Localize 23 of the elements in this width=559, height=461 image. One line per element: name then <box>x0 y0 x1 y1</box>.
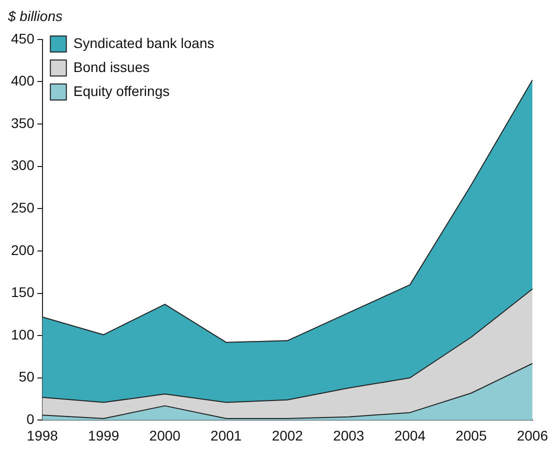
y-tick-label: 100 <box>11 326 35 342</box>
y-tick-label: 0 <box>26 411 35 428</box>
legend-label: Bond issues <box>73 58 150 75</box>
y-tick-label: 300 <box>11 157 35 174</box>
x-tick-label: 1999 <box>88 427 120 444</box>
y-tick-label: 350 <box>11 114 35 131</box>
x-tick-label: 2006 <box>516 427 548 444</box>
x-tick-label: 1998 <box>26 427 58 444</box>
x-tick-label: 2005 <box>456 427 487 444</box>
x-tick-label: 2001 <box>210 427 242 444</box>
y-tick-label: 150 <box>11 284 35 300</box>
y-tick-label: 250 <box>11 200 35 216</box>
y-tick-label: 50 <box>18 368 35 385</box>
x-tick-label: 2002 <box>272 427 304 444</box>
legend-label: Equity offerings <box>73 82 170 99</box>
y-tick-label: 400 <box>11 72 35 89</box>
y-axis-title: $ billions <box>8 8 64 26</box>
x-tick-label: 2003 <box>333 427 364 444</box>
y-tick-label: 450 <box>11 30 35 46</box>
legend-label: Syndicated bank loans <box>73 34 214 51</box>
x-tick-label: 2004 <box>394 427 426 444</box>
y-tick-label: 200 <box>11 242 35 258</box>
x-tick-label: 2000 <box>149 427 181 444</box>
